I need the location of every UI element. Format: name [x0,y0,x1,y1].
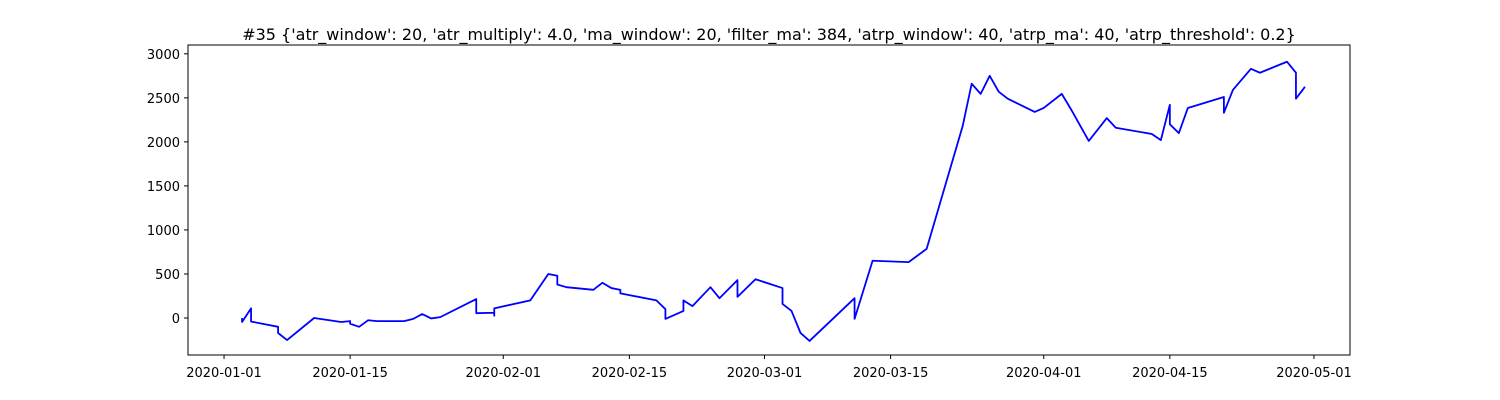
y-tick-label: 0 [172,312,180,327]
y-tick-label: 3000 [147,48,180,63]
x-tick-label: 2020-02-01 [465,366,541,381]
x-tick-label: 2020-05-01 [1276,366,1352,381]
x-tick-label: 2020-04-01 [1006,366,1082,381]
y-tick-label: 2000 [147,136,180,151]
x-tick-label: 2020-04-15 [1132,366,1208,381]
x-tick-label: 2020-03-01 [727,366,803,381]
y-tick-label: 2500 [147,92,180,107]
x-tick-label: 2020-01-15 [312,366,388,381]
data-line [241,60,1306,342]
x-tick-label: 2020-01-01 [186,366,262,381]
x-tick-label: 2020-02-15 [592,366,668,381]
plot-frame [187,44,1351,356]
chart-title: #35 {'atr_window': 20, 'atr_multiply': 4… [242,25,1296,45]
y-tick-label: 1500 [147,180,180,195]
y-tick-label: 500 [155,268,180,283]
y-tick-label: 1000 [147,224,180,239]
x-tick-label: 2020-03-15 [853,366,929,381]
